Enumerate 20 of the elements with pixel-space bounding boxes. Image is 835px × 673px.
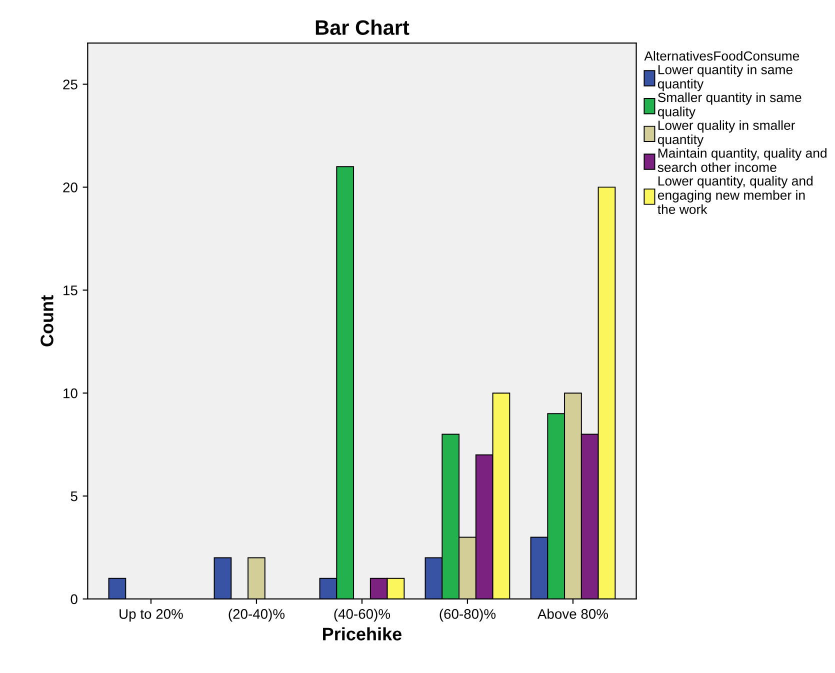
legend-label: Lower quantity, quality and engaging new member in the work	[658, 176, 813, 214]
x-tick-label: Above 80%	[537, 608, 608, 619]
y-tick-label: 5	[70, 492, 78, 502]
legend-label: Lower quality in smaller quantity	[658, 120, 796, 147]
legend-label: Smaller quantity in same quality	[658, 92, 802, 119]
x-axis-title: Pricehike	[323, 627, 402, 640]
y-tick-label: 10	[64, 388, 78, 398]
x-tick-label: Up to 20%	[120, 609, 183, 622]
x-tick-label: (40-60)%	[334, 608, 390, 622]
x-tick-label: (60-80)%	[440, 608, 496, 622]
legend-title: AlternativesFoodConsume	[644, 50, 800, 61]
x-tick-label: (20-40)%	[228, 608, 285, 622]
legend-label: Lower quantity in same quantity	[658, 64, 792, 92]
y-tick-label: 15	[64, 286, 78, 296]
y-tick-label: 20	[63, 182, 78, 192]
legend-label: Maintain quantity, quality and search other income	[658, 148, 826, 172]
y-axis-title: Count	[40, 295, 54, 346]
y-tick-label: 0	[70, 594, 78, 604]
y-tick-label: 25	[63, 80, 78, 90]
chart-title: Bar Chart	[316, 20, 410, 35]
